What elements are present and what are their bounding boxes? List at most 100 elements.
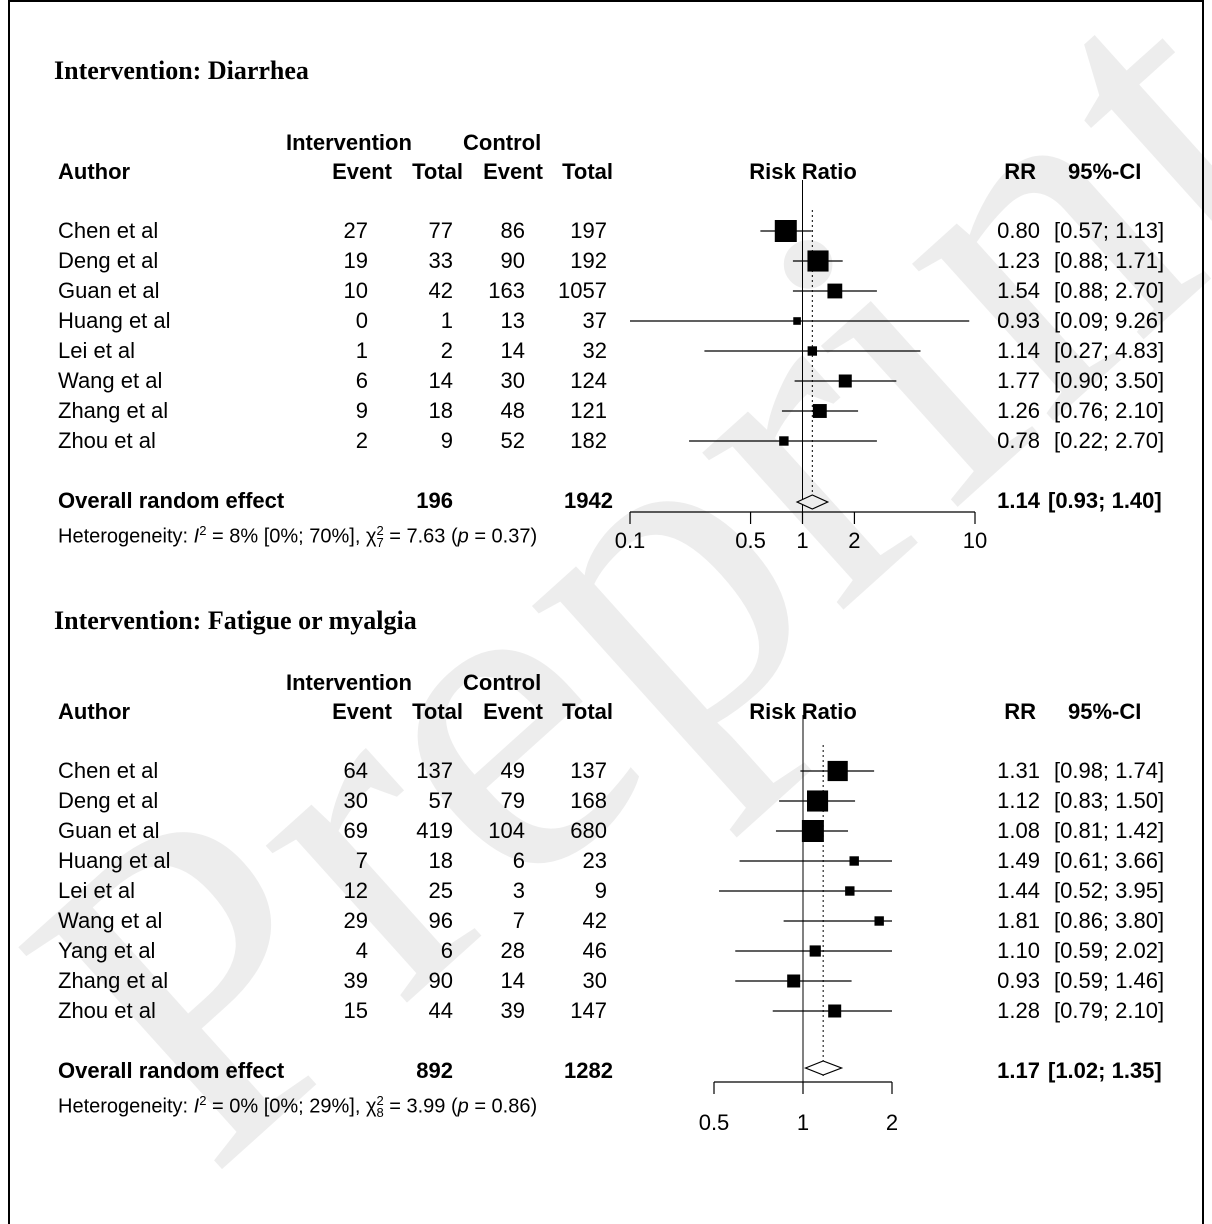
study-point [774, 220, 797, 242]
study-rr: 1.14 [997, 338, 1040, 363]
study-rr: 0.93 [997, 308, 1040, 333]
study-int-total: 18 [428, 848, 453, 873]
study-ctrl-total: 42 [582, 908, 607, 933]
study-int-event: 4 [355, 938, 368, 963]
study-ci: [0.98; 1.74] [1054, 758, 1165, 783]
study-int-event: 69 [343, 818, 368, 843]
study-ctrl-total: 137 [570, 758, 607, 783]
study-author: Guan et al [58, 818, 160, 843]
study-rr: 1.23 [997, 248, 1040, 273]
study-point [812, 404, 827, 418]
study-author: Chen et al [58, 218, 159, 243]
panel-title: Intervention: Fatigue or myalgia [54, 606, 417, 635]
x-tick-label: 1 [796, 528, 808, 553]
panel-title: Intervention: Diarrhea [54, 56, 309, 85]
study-author: Huang et al [58, 848, 171, 873]
overall-ctrl-total: 1282 [564, 1058, 613, 1083]
header-intervention: Intervention [286, 130, 412, 155]
x-tick-label: 0.1 [615, 528, 646, 553]
study-int-event: 10 [343, 278, 368, 303]
overall-ci: [1.02; 1.35] [1048, 1058, 1162, 1083]
study-rr: 1.10 [997, 938, 1040, 963]
study-point [838, 374, 852, 388]
study-int-total: 419 [416, 818, 453, 843]
study-point [827, 283, 843, 299]
study-ci: [0.61; 3.66] [1054, 848, 1165, 873]
study-int-total: 96 [428, 908, 453, 933]
study-ctrl-event: 49 [500, 758, 525, 783]
study-point [779, 436, 789, 446]
study-point [809, 945, 821, 957]
study-ctrl-event: 6 [512, 848, 525, 873]
study-point [793, 317, 801, 325]
study-rr: 1.12 [997, 788, 1040, 813]
study-rr: 0.78 [997, 428, 1040, 453]
study-ctrl-total: 1057 [558, 278, 607, 303]
header-ctrl-total: Total [562, 699, 613, 724]
study-ctrl-event: 104 [488, 818, 525, 843]
forest-plot-diarrhea: Intervention: Diarrhea Intervention Cont… [0, 50, 1212, 610]
study-ctrl-total: 46 [582, 938, 607, 963]
study-ctrl-total: 680 [570, 818, 607, 843]
forest-plot-fatigue: Intervention: Fatigue or myalgia Interve… [0, 600, 1212, 1160]
study-author: Zhang et al [58, 968, 169, 993]
study-int-total: 137 [416, 758, 453, 783]
study-ctrl-total: 30 [582, 968, 607, 993]
study-ctrl-total: 121 [570, 398, 607, 423]
study-int-event: 30 [343, 788, 368, 813]
study-rr: 0.80 [997, 218, 1040, 243]
study-int-event: 12 [343, 878, 368, 903]
study-point [849, 856, 859, 866]
study-ci: [0.88; 2.70] [1054, 278, 1165, 303]
study-ci: [0.90; 3.50] [1054, 368, 1165, 393]
study-int-event: 39 [343, 968, 368, 993]
x-tick-label: 2 [886, 1110, 898, 1135]
study-author: Lei et al [58, 878, 136, 903]
forest-plot-area: 0.1 0.5 1 2 10 [615, 180, 987, 553]
study-point [807, 346, 818, 356]
study-ctrl-event: 163 [488, 278, 525, 303]
study-int-event: 0 [355, 308, 368, 333]
header-ci: 95%-CI [1068, 699, 1142, 724]
study-ci: [0.22; 2.70] [1054, 428, 1165, 453]
overall-ci: [0.93; 1.40] [1048, 488, 1162, 513]
header-control: Control [463, 670, 542, 695]
overall-int-total: 196 [416, 488, 453, 513]
study-ctrl-total: 182 [570, 428, 607, 453]
study-int-event: 15 [343, 998, 368, 1023]
study-point [874, 916, 884, 926]
study-point [807, 250, 829, 272]
study-int-total: 25 [428, 878, 453, 903]
header-int-total: Total [412, 159, 463, 184]
study-int-event: 2 [355, 428, 368, 453]
study-int-total: 2 [440, 338, 453, 363]
study-author: Zhang et al [58, 398, 169, 423]
study-int-total: 9 [440, 428, 453, 453]
header-ci: 95%-CI [1068, 159, 1142, 184]
header-intervention: Intervention [286, 670, 412, 695]
study-int-event: 29 [343, 908, 368, 933]
study-point [807, 790, 829, 812]
header-author: Author [58, 159, 131, 184]
study-author: Yang et al [58, 938, 156, 963]
study-ci: [0.79; 2.10] [1054, 998, 1165, 1023]
header-int-event: Event [332, 699, 392, 724]
study-author: Wang et al [58, 368, 163, 393]
header-author: Author [58, 699, 131, 724]
study-ctrl-event: 39 [500, 998, 525, 1023]
study-author: Deng et al [58, 248, 159, 273]
study-int-event: 9 [355, 398, 368, 423]
study-int-total: 33 [428, 248, 453, 273]
study-ctrl-event: 86 [500, 218, 525, 243]
study-int-total: 44 [428, 998, 453, 1023]
study-author: Lei et al [58, 338, 136, 363]
study-author: Deng et al [58, 788, 159, 813]
study-ctrl-event: 90 [500, 248, 525, 273]
study-ci: [0.76; 2.10] [1054, 398, 1165, 423]
study-point [845, 886, 855, 896]
x-tick-label: 0.5 [735, 528, 766, 553]
study-ci: [0.57; 1.13] [1054, 218, 1165, 243]
study-author: Huang et al [58, 308, 171, 333]
